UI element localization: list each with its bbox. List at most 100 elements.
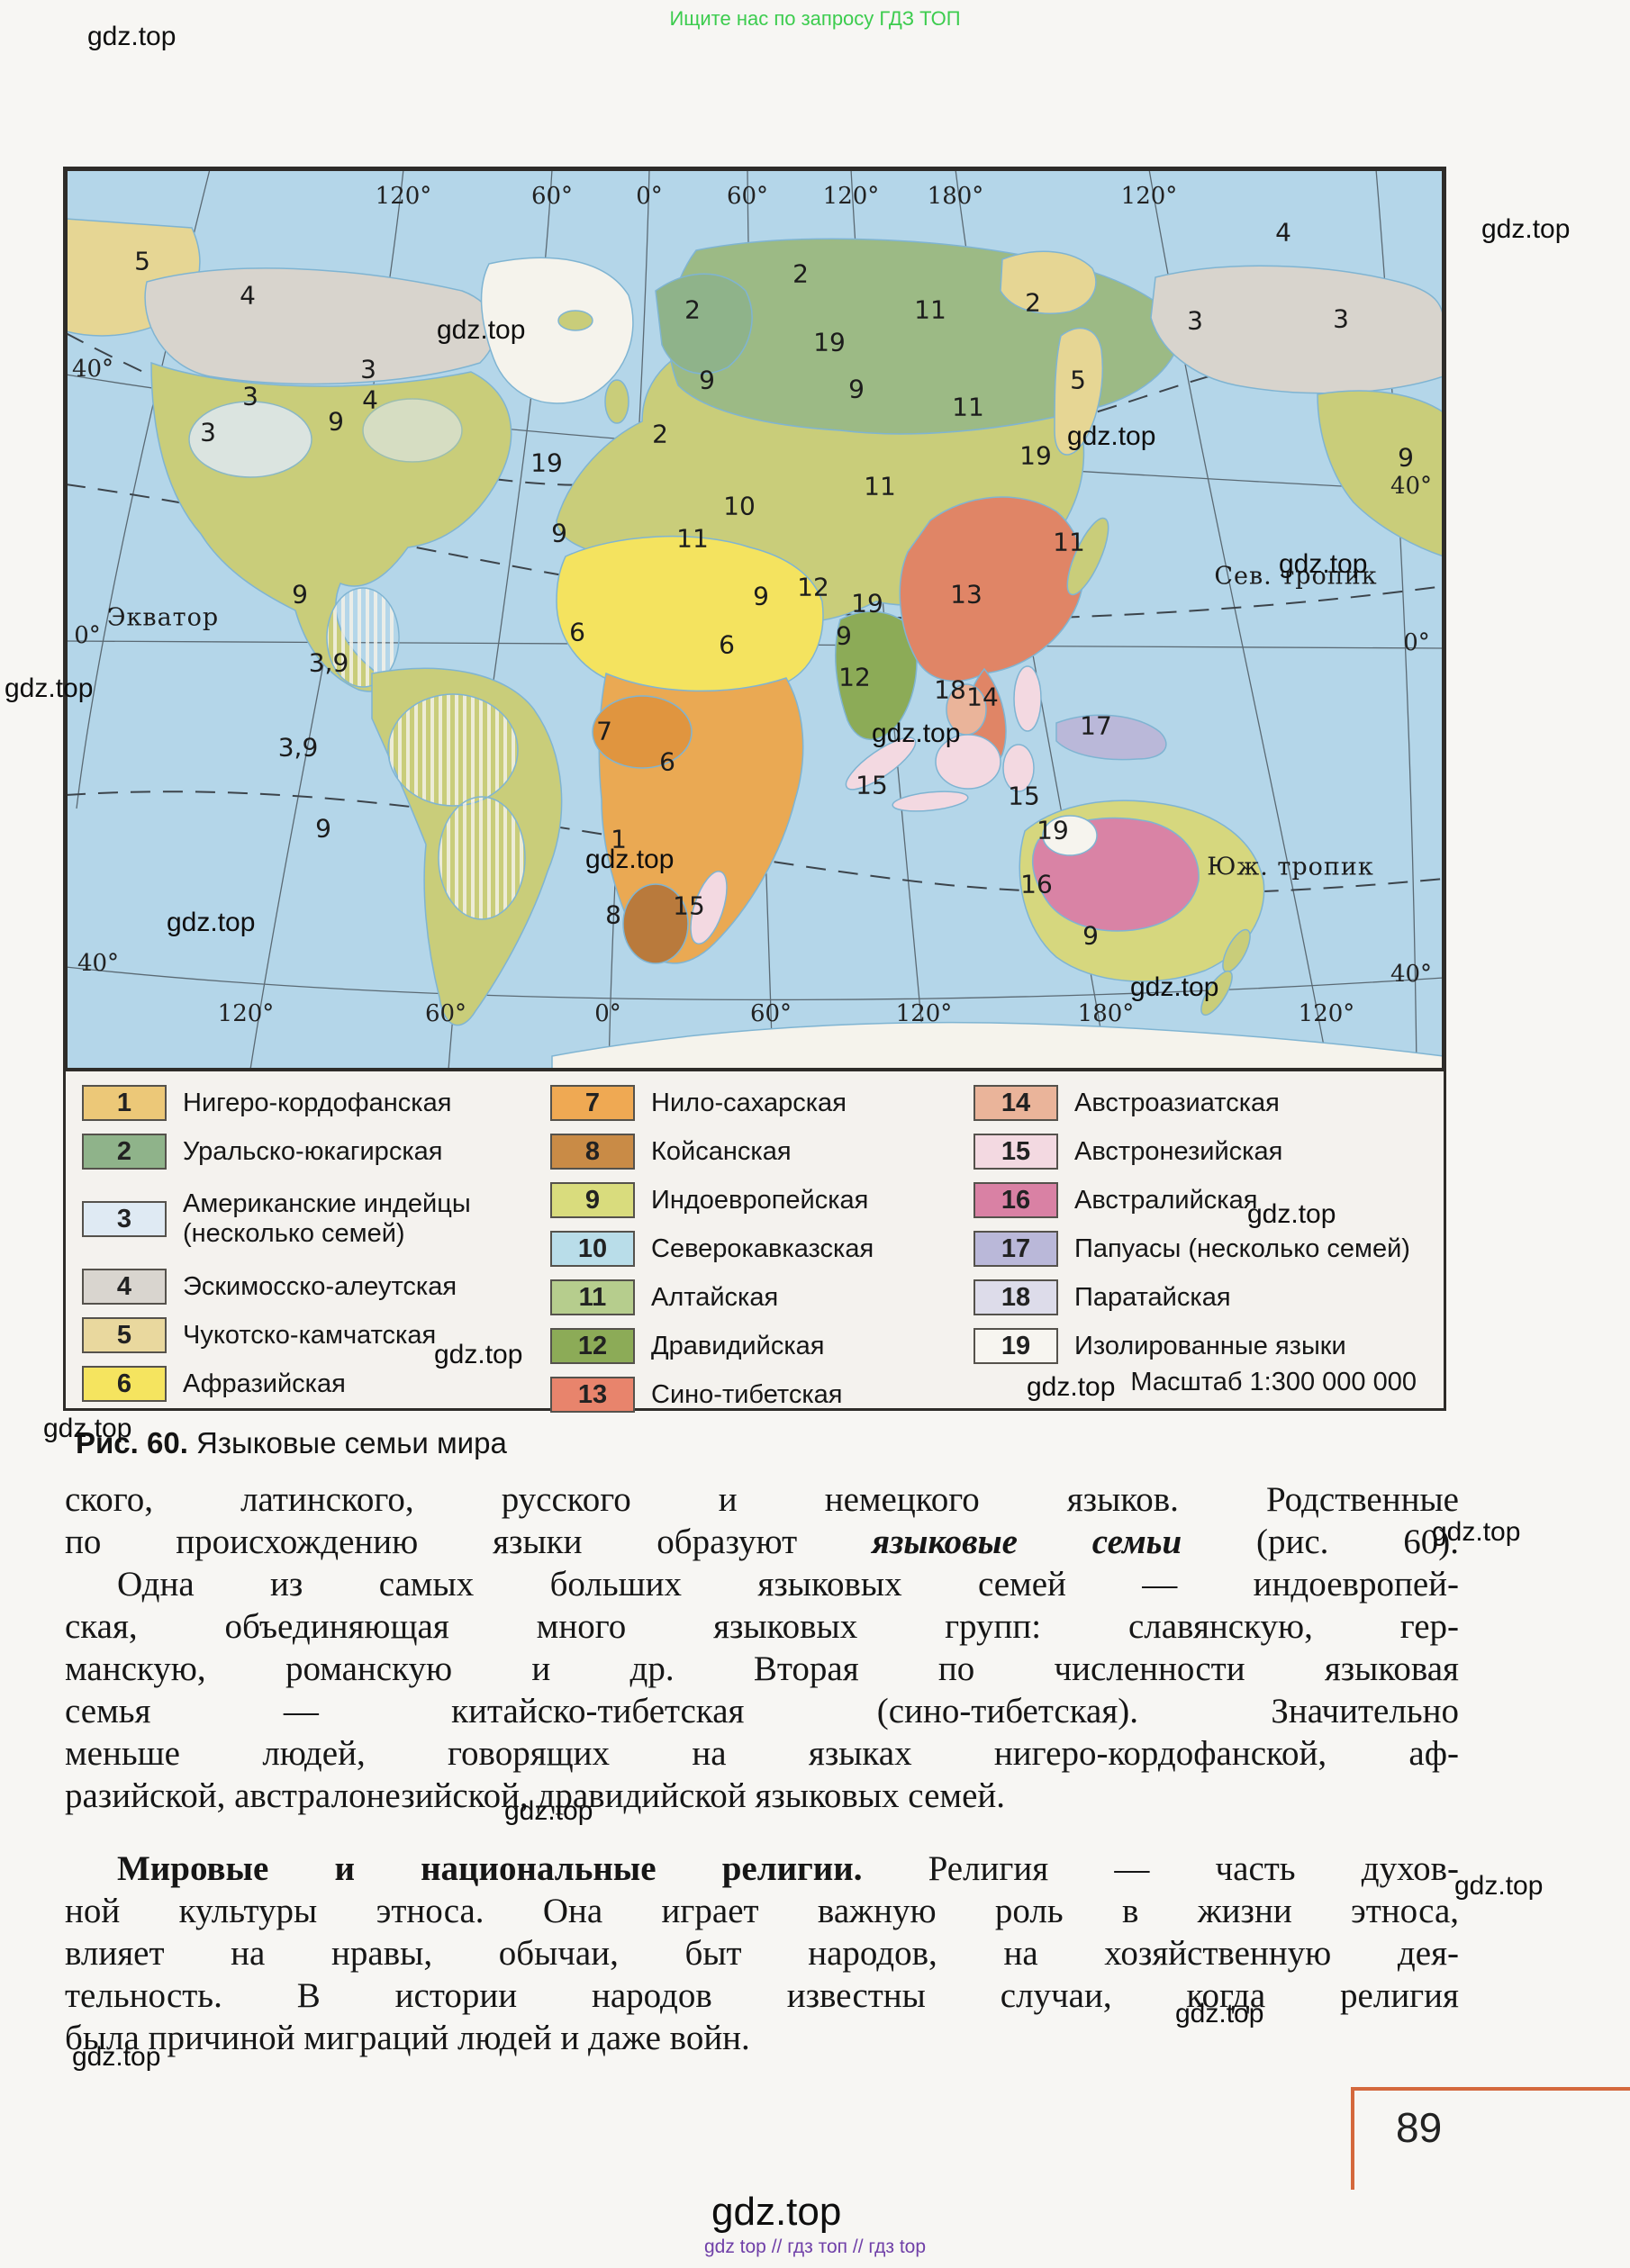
- region-hatch-south-america-2: [438, 796, 526, 920]
- legend-color-swatch: 10: [550, 1231, 635, 1267]
- legend-color-swatch: 12: [550, 1328, 635, 1364]
- footer-links[interactable]: gdz top // гдз топ // гдз top: [703, 2236, 927, 2257]
- legend-label: Алтайская: [651, 1282, 779, 1312]
- legend-label: Чукотско-камчатская: [183, 1320, 437, 1350]
- legend-item: 13 Сино-тибетская: [550, 1370, 964, 1419]
- text-segment: разийской, австралонезийской, дравидийск…: [65, 1776, 1006, 1815]
- legend-color-swatch: 9: [550, 1182, 635, 1218]
- map-label: 0°: [594, 1000, 621, 1027]
- text-line: ского, латинского, русского и немецкого …: [65, 1478, 1459, 1521]
- legend-number: 7: [584, 1088, 601, 1117]
- legend-number: 8: [584, 1136, 601, 1166]
- map-label: 16: [1020, 869, 1053, 899]
- map-legend: 1 Нигеро-кордофанская 2 Уральско-юкагирс…: [63, 1070, 1446, 1413]
- map-label: 4: [362, 384, 378, 415]
- island-britain: [604, 379, 629, 424]
- legend-item: 5 Чукотско-камчатская: [82, 1311, 505, 1360]
- map-label: 15: [856, 770, 888, 800]
- text-line: разийской, австралонезийской, дравидийск…: [65, 1775, 1459, 1817]
- map-label: 0°: [74, 622, 101, 649]
- map-label: 19: [530, 447, 563, 478]
- legend-number: 19: [1001, 1331, 1031, 1360]
- continent-antarctica: [551, 1021, 1444, 1070]
- continents: [66, 218, 1444, 1070]
- paragraph-language-families: ского, латинского, русского и немецкого …: [65, 1478, 1459, 1817]
- region-khoisan: [622, 883, 689, 964]
- legend-label: Австроазиатская: [1074, 1088, 1280, 1117]
- legend-item: 18 Паратайская: [973, 1273, 1437, 1322]
- map-label: 9: [551, 518, 567, 548]
- island-new-guinea: [1055, 714, 1167, 761]
- legend-color-swatch: 2: [82, 1134, 167, 1170]
- legend-label: Индоевропейская: [651, 1185, 869, 1215]
- map-label: 3: [1187, 305, 1203, 336]
- map-label: 7: [596, 716, 612, 746]
- watermark-gdz: gdz.top: [1481, 214, 1571, 244]
- map-label: 19: [1037, 815, 1069, 845]
- region-dravidian-india: [834, 610, 918, 741]
- map-label: 9: [848, 374, 865, 404]
- region-australia-isolates: [1042, 815, 1098, 856]
- text-segment: Одна из самых больших языковых семей — и…: [117, 1565, 1459, 1604]
- island-philippines: [1013, 665, 1042, 732]
- watermark-gdz: gdz.top: [1067, 421, 1156, 451]
- map-label: 17: [1080, 710, 1112, 741]
- legend-number: 13: [577, 1379, 608, 1409]
- legend-column-1: 1 Нигеро-кордофанская 2 Уральско-юкагирс…: [82, 1079, 505, 1408]
- legend-label: Австралийская: [1074, 1185, 1258, 1215]
- island-sumatra: [845, 736, 917, 791]
- map-label: 8: [605, 899, 621, 930]
- map-label: 5: [1070, 365, 1086, 395]
- world-map-svg: [66, 169, 1444, 1070]
- legend-item: 7 Нило-сахарская: [550, 1079, 964, 1127]
- legend-column-2: 7 Нило-сахарская 8 Койсанская 9 Индоевро…: [550, 1079, 964, 1419]
- legend-number: 12: [577, 1331, 608, 1360]
- legend-label: Нило-сахарская: [651, 1088, 847, 1117]
- legend-item: 3 Американские индейцы (несколько семей): [82, 1176, 505, 1262]
- text-line: тельность. В истории народов известны сл…: [65, 1974, 1459, 2017]
- legend-label: Нигеро-кордофанская: [183, 1088, 452, 1117]
- text-line: ной культуры этноса. Она играет важную р…: [65, 1890, 1459, 1932]
- text-segment: (рис. 60).: [1182, 1523, 1459, 1561]
- map-label: 4: [1275, 217, 1291, 248]
- map-label: 11: [914, 294, 946, 325]
- header-search-link[interactable]: Ищите нас по запросу ГДЗ ТОП: [669, 7, 961, 30]
- map-label: Сев. тропик: [1214, 562, 1378, 591]
- map-label: 9: [836, 620, 852, 651]
- legend-label: Сино-тибетская: [651, 1379, 843, 1409]
- text-emphasis: языковые семьи: [872, 1523, 1182, 1561]
- island-new-zealand-south: [1200, 970, 1233, 1017]
- legend-number: 3: [116, 1204, 132, 1233]
- island-borneo: [935, 734, 1001, 790]
- legend-label: Паратайская: [1074, 1282, 1231, 1312]
- map-label: 2: [652, 419, 668, 449]
- legend-color-swatch: 3: [82, 1201, 167, 1237]
- watermark-gdz: gdz.top: [167, 908, 256, 937]
- legend-color-swatch: 6: [82, 1366, 167, 1402]
- legend-number: 4: [116, 1271, 132, 1301]
- figure-caption: Рис. 60. Языковые семьи мира: [76, 1426, 507, 1460]
- map-label: 60°: [726, 183, 769, 210]
- legend-item: 12 Дравидийская: [550, 1322, 964, 1370]
- legend-label: Австронезийская: [1074, 1136, 1283, 1166]
- legend-label: Изолированные языки: [1074, 1331, 1346, 1360]
- watermark-gdz: gdz.top: [872, 718, 961, 748]
- watermark-gdz: gdz.top: [5, 673, 94, 703]
- map-label: 3: [1333, 303, 1349, 334]
- map-label: 120°: [822, 183, 880, 210]
- legend-label: Афразийская: [183, 1369, 346, 1398]
- legend-item: 4 Эскимосско-алеутская: [82, 1262, 505, 1311]
- figure-caption-title: Языковые семьи мира: [187, 1426, 507, 1459]
- text-segment: была причиной миграций людей и даже войн…: [65, 2019, 750, 2057]
- legend-item: 8 Койсанская: [550, 1127, 964, 1176]
- map-label: 2: [1025, 287, 1041, 318]
- text-segment: ская, объединяющая много языковых групп:…: [65, 1607, 1459, 1646]
- map-label: 11: [864, 471, 896, 501]
- map-label: 18: [934, 674, 966, 705]
- map-label: 60°: [424, 1000, 467, 1027]
- legend-item: 11 Алтайская: [550, 1273, 964, 1322]
- legend-item: 1 Нигеро-кордофанская: [82, 1079, 505, 1127]
- legend-label: Дравидийская: [651, 1331, 825, 1360]
- text-segment: тельность. В истории народов известны сл…: [65, 1976, 1459, 2015]
